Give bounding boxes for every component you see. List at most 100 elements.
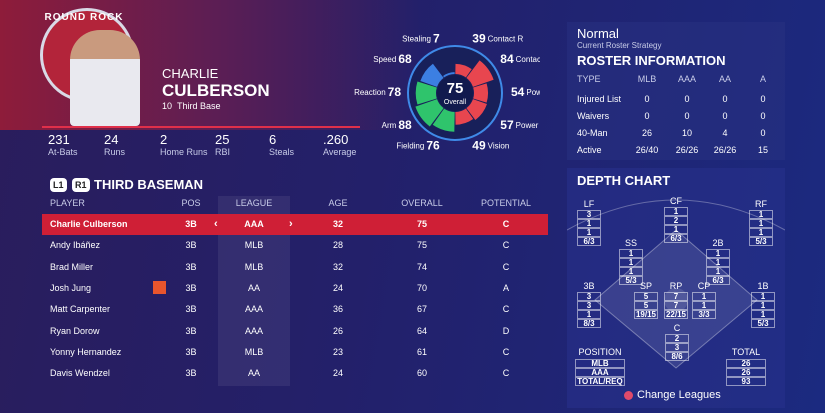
cell: D bbox=[502, 325, 510, 336]
roster-header: MLB bbox=[637, 74, 657, 84]
rating-wedge bbox=[455, 63, 472, 78]
rating-value: 78 bbox=[388, 85, 402, 99]
rating-value: 54 bbox=[511, 85, 525, 99]
jersey-number: 10 bbox=[162, 101, 173, 111]
depth-count: 6/3 bbox=[577, 237, 601, 246]
summary-total: 26 bbox=[726, 368, 766, 377]
cell: C bbox=[502, 368, 510, 379]
roster-header: A bbox=[759, 74, 767, 84]
depth-count: 5/3 bbox=[749, 237, 773, 246]
cell: 24 bbox=[332, 368, 344, 379]
rating-label: Arm 88 bbox=[382, 118, 412, 132]
depth-position: SS bbox=[624, 238, 638, 248]
change-leagues[interactable]: Change Leagues bbox=[637, 389, 721, 401]
rating-name: Stealing bbox=[402, 35, 431, 44]
name-underline bbox=[42, 126, 360, 128]
depth-count: 5 bbox=[634, 301, 658, 310]
roster-cell: Waivers bbox=[577, 111, 610, 121]
depth-count: 7 bbox=[664, 301, 688, 310]
player-name[interactable]: Charlie Culberson bbox=[50, 219, 128, 229]
rating-value: 68 bbox=[398, 52, 412, 66]
arrow-left[interactable]: ‹ bbox=[214, 218, 218, 230]
rating-label: Fielding 76 bbox=[396, 138, 440, 152]
player-name[interactable]: Josh Jung bbox=[50, 282, 92, 293]
cell: 3B bbox=[185, 325, 197, 336]
roster-header: AA bbox=[718, 74, 732, 84]
roster-cell: 0 bbox=[684, 94, 690, 104]
depth-title: DEPTH CHART bbox=[577, 173, 671, 188]
depth-count: 6/3 bbox=[706, 276, 730, 285]
rating-label: Stealing 7 bbox=[402, 32, 440, 46]
cell: 3B bbox=[185, 219, 197, 229]
roster-cell: 26/26 bbox=[713, 145, 737, 155]
depth-count: 22/15 bbox=[664, 310, 688, 319]
roster-cell: Injured List bbox=[577, 94, 622, 104]
cell: 3B bbox=[185, 240, 197, 251]
player-name[interactable]: Ryan Dorow bbox=[50, 325, 100, 336]
selected-row[interactable] bbox=[42, 214, 548, 235]
rating-name: Fielding bbox=[396, 141, 424, 150]
depth-count: 2 bbox=[664, 216, 688, 225]
rating-name: Power L bbox=[516, 121, 540, 130]
stat-label: At-Bats bbox=[48, 147, 78, 157]
depth-count: 5/3 bbox=[619, 276, 643, 285]
rating-wedge bbox=[466, 99, 487, 121]
bumper-button[interactable]: R1 bbox=[72, 178, 90, 192]
rating-wedge bbox=[432, 108, 455, 132]
cell: 3B bbox=[185, 346, 197, 357]
depth-count: 1 bbox=[706, 267, 730, 276]
roster-cell: 0 bbox=[722, 94, 728, 104]
summary-total: 93 bbox=[726, 377, 766, 386]
depth-count: 1 bbox=[706, 258, 730, 267]
rating-name: Speed bbox=[373, 55, 396, 64]
cell: 28 bbox=[332, 240, 344, 251]
depth-count: 3/3 bbox=[692, 310, 716, 319]
wheel-center bbox=[437, 75, 473, 111]
arrow-right[interactable]: › bbox=[289, 218, 293, 230]
column-header: AGE bbox=[328, 198, 348, 208]
cell: 3B bbox=[185, 261, 197, 272]
depth-count: 1 bbox=[619, 267, 643, 276]
roster-header: AAA bbox=[677, 74, 697, 84]
bumper-button[interactable]: L1 bbox=[50, 178, 67, 192]
stat-value: .260 bbox=[323, 132, 349, 147]
player-name[interactable]: Brad Miller bbox=[50, 261, 94, 272]
depth-count: 3 bbox=[577, 210, 601, 219]
roster-cell: 15 bbox=[757, 145, 769, 155]
roster-cell: 26 bbox=[641, 128, 653, 138]
rating-value: 76 bbox=[426, 138, 440, 152]
player-name[interactable]: Yonny Hernandez bbox=[50, 346, 122, 357]
rating-label: 49 Vision bbox=[472, 138, 509, 152]
player-name[interactable]: Andy Ibáñez bbox=[50, 240, 101, 251]
depth-count: 1 bbox=[706, 249, 730, 258]
rating-name: Contact R bbox=[488, 35, 524, 44]
roster-cell: 26/40 bbox=[635, 145, 659, 155]
depth-count: 5/3 bbox=[751, 319, 775, 328]
table-title: THIRD BASEMAN bbox=[94, 177, 204, 192]
depth-position: RP bbox=[669, 281, 683, 291]
player-name[interactable]: Matt Carpenter bbox=[50, 304, 111, 315]
roster-cell: 0 bbox=[760, 94, 766, 104]
roster-cell: 0 bbox=[684, 111, 690, 121]
stat-value: 231 bbox=[48, 132, 70, 147]
cell: AAA bbox=[244, 325, 264, 336]
rating-name: Power R bbox=[526, 88, 540, 97]
rating-value: 39 bbox=[472, 32, 486, 46]
depth-position: CP bbox=[697, 281, 711, 291]
player-name[interactable]: Davis Wendzel bbox=[50, 368, 110, 379]
rating-label: Speed 68 bbox=[373, 52, 412, 66]
position: Third Base bbox=[177, 101, 221, 111]
column-header: PLAYER bbox=[50, 198, 85, 208]
overall-label: Overall bbox=[444, 99, 467, 106]
rating-wedge bbox=[473, 83, 489, 103]
cell: 3B bbox=[185, 304, 197, 315]
player-photo bbox=[70, 30, 140, 126]
button-icon[interactable] bbox=[624, 391, 633, 400]
right-panel bbox=[567, 22, 785, 160]
cell: C bbox=[502, 304, 510, 315]
depth-position: SP bbox=[639, 281, 653, 291]
roster-title: ROSTER INFORMATION bbox=[577, 53, 726, 68]
depth-position: 3B bbox=[583, 281, 595, 291]
roster-cell: 10 bbox=[681, 128, 693, 138]
logo-text: ROUND ROCK bbox=[44, 12, 124, 23]
